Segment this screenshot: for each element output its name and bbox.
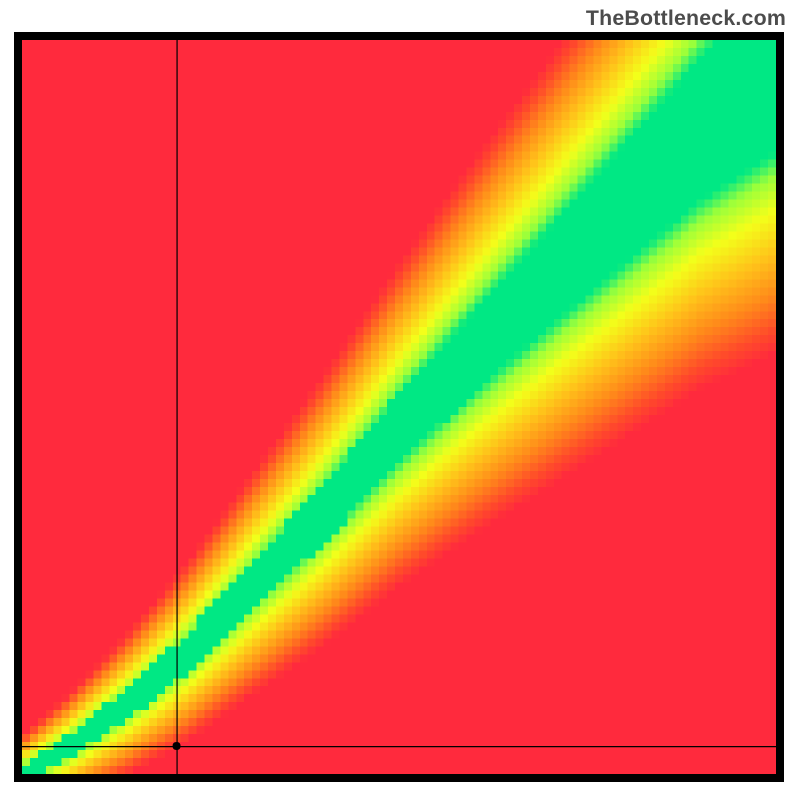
crosshair-overlay [22,40,776,774]
watermark-text: TheBottleneck.com [586,6,786,31]
bottleneck-heatmap [14,32,784,782]
figure-root: TheBottleneck.com [0,0,800,800]
